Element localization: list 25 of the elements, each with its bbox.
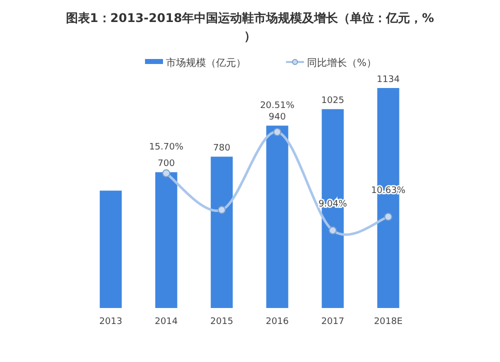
- data-label: 940: [268, 112, 286, 123]
- bar: [155, 172, 178, 308]
- x-tick-label: 2014: [154, 317, 178, 327]
- bar: [210, 156, 233, 308]
- bar: [100, 190, 122, 308]
- x-tick-label: 2017: [321, 317, 344, 327]
- data-label: 700: [158, 159, 176, 170]
- legend-label: 市场规模（亿元）: [166, 57, 246, 69]
- x-tick-label: 2015: [210, 317, 234, 327]
- data-label: 780: [213, 144, 231, 154]
- bar: [266, 126, 288, 308]
- point: [328, 226, 337, 234]
- point: [273, 128, 282, 136]
- legend-label: 同比增长（%）: [307, 57, 377, 69]
- data-label: 20.51%: [260, 101, 295, 111]
- point: [218, 206, 226, 214]
- x-tick-label: 2016: [266, 317, 289, 327]
- point: [162, 169, 170, 178]
- chart-title: 图表1：2013-2018年中国运动鞋市场规模及增长（单位：亿元，%）: [66, 11, 434, 43]
- data-label: 1134: [376, 75, 400, 85]
- x-tick-label: 2013: [99, 317, 122, 327]
- data-label: 1025: [321, 96, 344, 106]
- point: [384, 212, 392, 221]
- x-tick-label: 2018E: [374, 317, 403, 327]
- data-label: 15.70%: [149, 142, 184, 152]
